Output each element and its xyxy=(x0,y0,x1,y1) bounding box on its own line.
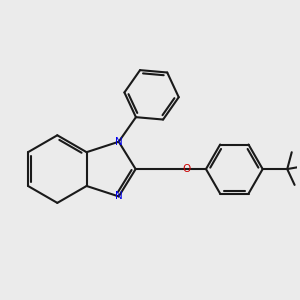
Text: O: O xyxy=(183,164,191,174)
Text: N: N xyxy=(115,191,123,201)
Text: N: N xyxy=(115,137,123,147)
